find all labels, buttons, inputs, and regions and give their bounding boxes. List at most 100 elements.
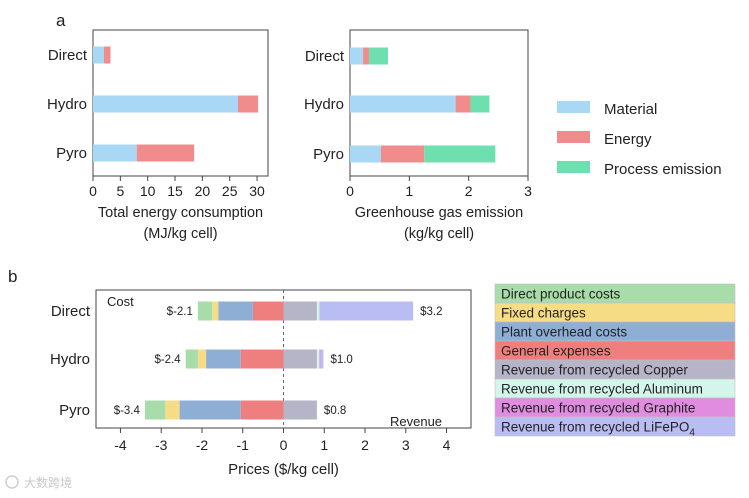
legend-label: Revenue from recycled Aluminum: [501, 382, 703, 397]
x-tick-label: 2: [361, 437, 369, 453]
legend-box-revenue-from-recycled-lifepo: [494, 416, 736, 437]
x-tick-label: 3: [524, 183, 532, 199]
x-axis-label: Greenhouse gas emission: [355, 205, 523, 221]
x-tick-label: -1: [237, 437, 250, 453]
legend-label: Revenue from recycled Copper: [501, 363, 688, 378]
legend-label: Direct product costs: [501, 287, 621, 302]
bar-hydro-revenue-from-recycled-lifepo4: [320, 349, 324, 369]
legend-label: Process emission: [604, 161, 722, 178]
bar-pyro-energy: [136, 144, 195, 162]
cost-total-label: $-2.1: [167, 306, 193, 318]
bar-hydro-process-emission: [470, 95, 490, 113]
prices-chart: b Cost Revenue $-2.1 $3.2 Direct $-2.4 $1.0 Hydr…: [8, 267, 472, 478]
category-label: Hydro: [47, 96, 87, 113]
x-tick-label: 2: [465, 183, 473, 199]
legend-panel-a: Material Energy Process emission: [557, 101, 722, 178]
energy-consumption-chart: Direct Hydro Pyro 0 5 10 15 20 25 30 Total energy …: [47, 11, 269, 242]
bar-pyro-fixed-charges: [165, 400, 180, 420]
x-axis-label: Prices ($/kg cell): [228, 461, 339, 478]
bar-direct-process-emission: [368, 47, 388, 65]
x-tick-label: -3: [155, 437, 168, 453]
bar-pyro-material: [350, 145, 381, 163]
x-tick-label: 5: [116, 183, 124, 199]
panel-label-a: a: [56, 11, 66, 30]
x-tick-label: 0: [346, 183, 354, 199]
legend-swatch-material: [557, 101, 590, 113]
legend-label: General expenses: [501, 344, 611, 359]
x-tick-label: 4: [443, 437, 451, 453]
bar-direct-energy: [103, 46, 111, 64]
bar-hydro-revenue-from-recycled-aluminum: [316, 349, 320, 369]
bar-direct-fixed-charges: [212, 301, 219, 321]
bar-pyro-energy: [380, 145, 425, 163]
category-label: Direct: [48, 47, 88, 64]
category-label: Pyro: [59, 402, 90, 419]
bar-direct-revenue-from-recycled-copper: [283, 301, 317, 321]
legend-label-text: Direct product costs: [501, 287, 621, 302]
bar-direct-revenue-from-recycled-lifepo4: [319, 301, 414, 321]
legend-label: Material: [604, 101, 657, 118]
bar-direct-plant-overhead-costs: [218, 301, 253, 321]
watermark-logo-icon: [5, 475, 19, 489]
x-tick-label: 20: [195, 183, 211, 199]
legend-panel-b: Direct product costs Fixed charges Plant o…: [494, 283, 736, 439]
cost-label: Cost: [107, 294, 134, 309]
cost-total-label: $-2.4: [154, 354, 181, 366]
x-tick-label: 0: [280, 437, 288, 453]
x-axis-label: Total energy consumption: [98, 205, 263, 221]
x-axis-unit: (MJ/kg cell): [143, 226, 217, 242]
legend-swatch-energy: [557, 131, 590, 143]
bar-hydro-general-expenses: [240, 349, 284, 369]
x-tick-label: 1: [405, 183, 413, 199]
bar-hydro-energy: [455, 95, 471, 113]
bar-direct-material: [350, 47, 364, 65]
revenue-total-label: $1.0: [330, 354, 352, 366]
cost-total-label: $-3.4: [114, 405, 141, 417]
legend-label-text: General expenses: [501, 344, 611, 359]
watermark-text: 大数跨境: [24, 475, 72, 490]
category-label: Hydro: [50, 351, 90, 368]
watermark: 大数跨境: [5, 475, 72, 490]
bar-hydro-revenue-from-recycled-graphite: [319, 349, 321, 369]
category-label: Direct: [305, 48, 345, 65]
bar-direct-material: [93, 46, 104, 64]
legend-label-text: Revenue from recycled Aluminum: [501, 382, 703, 397]
x-tick-label: 15: [167, 183, 183, 199]
legend-label: Revenue from recycled Graphite: [501, 401, 695, 416]
x-tick-label: -2: [196, 437, 209, 453]
bar-hydro-energy: [237, 95, 259, 113]
bar-hydro-revenue-from-recycled-copper: [283, 349, 317, 369]
category-label: Pyro: [56, 145, 87, 162]
x-tick-label: 10: [140, 183, 156, 199]
revenue-label: Revenue: [390, 414, 442, 429]
bar-direct-general-expenses: [252, 301, 284, 321]
category-label: Pyro: [313, 146, 344, 163]
legend-label-text: Revenue from recycled Graphite: [501, 401, 695, 416]
bar-direct-revenue-from-recycled-aluminum: [316, 301, 320, 321]
legend-label-text: Revenue from recycled Copper: [501, 363, 688, 378]
bar-pyro-material: [93, 144, 137, 162]
legend-label: Energy: [604, 131, 652, 148]
bar-pyro-direct-product-costs: [144, 400, 166, 420]
bar-hydro-material: [93, 95, 238, 113]
legend-label-text: Plant overhead costs: [501, 325, 627, 340]
bar-hydro-material: [350, 95, 456, 113]
bar-direct-energy: [363, 47, 369, 65]
category-label: Hydro: [304, 96, 344, 113]
bar-hydro-direct-product-costs: [185, 349, 198, 369]
legend-label-text: Revenue from recycled LiFePO: [501, 420, 689, 435]
x-tick-label: 1: [320, 437, 328, 453]
x-tick-label: 25: [222, 183, 238, 199]
x-axis-unit: (kg/kg cell): [404, 226, 474, 242]
x-tick-label: -4: [114, 437, 127, 453]
category-label: Direct: [51, 303, 91, 320]
revenue-total-label: $3.2: [420, 306, 442, 318]
x-tick-label: 0: [89, 183, 97, 199]
legend-swatch-process-emission: [557, 161, 590, 173]
x-tick-label: 3: [402, 437, 410, 453]
bar-pyro-process-emission: [424, 145, 496, 163]
revenue-total-label: $0.8: [324, 405, 346, 417]
legend-label-text: Fixed charges: [501, 306, 586, 321]
